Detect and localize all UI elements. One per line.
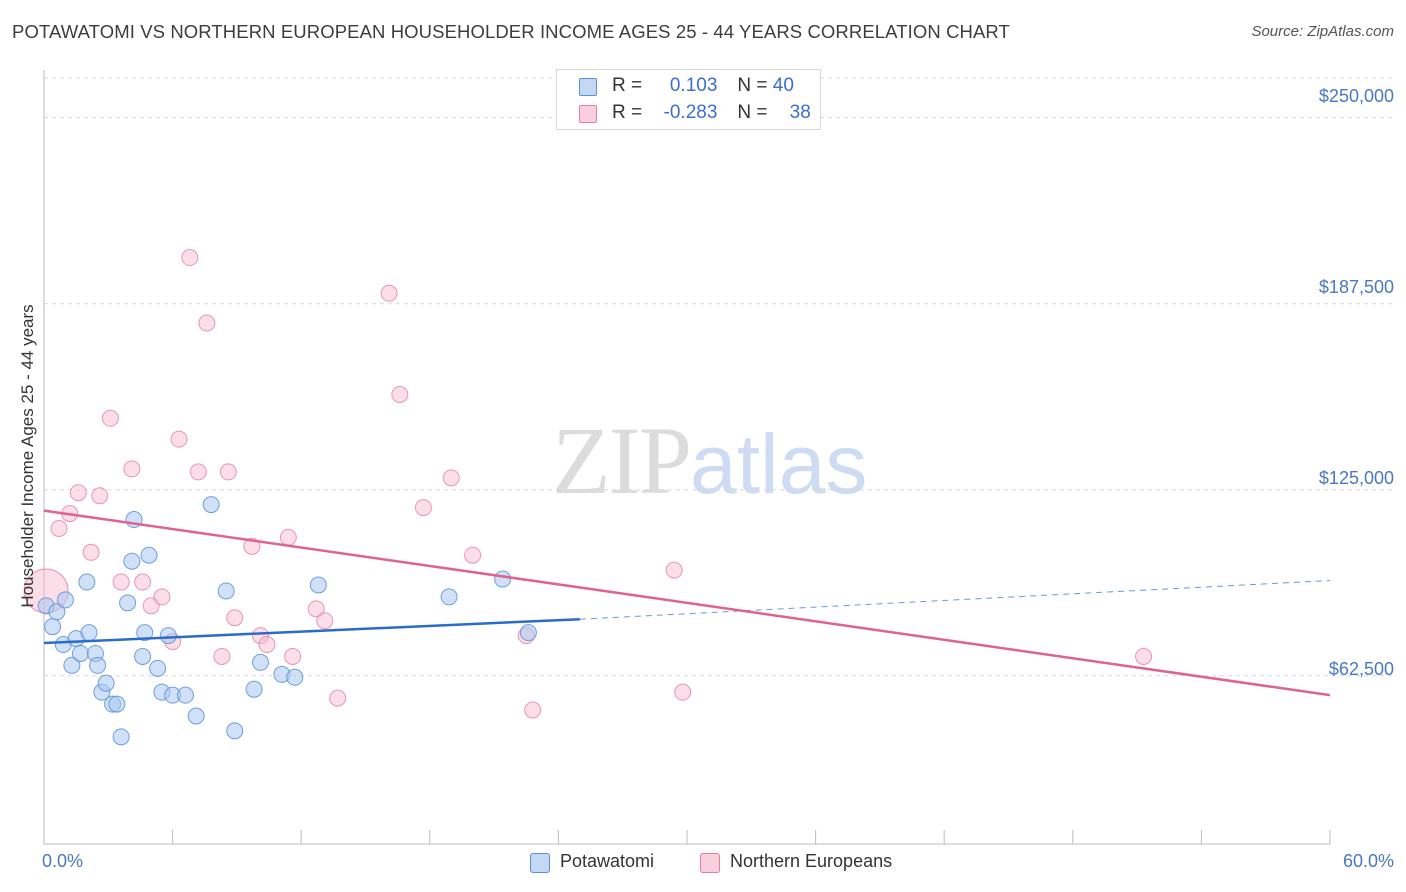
data-point-potawatomi <box>159 627 177 645</box>
data-point-northern-europeans <box>243 537 261 555</box>
legend-n-value: 40 <box>772 75 794 96</box>
data-point-northern-europeans <box>82 543 100 561</box>
legend-n-label: N = <box>737 102 768 123</box>
data-point-northern-europeans <box>198 314 216 332</box>
data-point-northern-europeans <box>665 561 683 579</box>
legend-swatch-blue <box>579 78 597 96</box>
legend-n-label: N = <box>737 75 768 96</box>
data-point-potawatomi <box>136 624 154 642</box>
data-point-northern-europeans <box>134 573 152 591</box>
data-point-northern-europeans <box>251 627 269 645</box>
data-point-potawatomi <box>56 591 74 609</box>
chart-title: POTAWATOMI VS NORTHERN EUROPEAN HOUSEHOL… <box>12 21 1010 42</box>
data-point-northern-europeans <box>170 430 188 448</box>
data-point-northern-europeans <box>123 460 141 478</box>
data-point-potawatomi <box>217 582 235 600</box>
trendline-potawatomi-extension <box>579 580 1331 620</box>
data-point-potawatomi <box>89 656 107 674</box>
bottom-legend-label: Potawatomi <box>560 851 655 871</box>
legend-r-label: R = <box>612 75 643 96</box>
data-point-northern-europeans <box>329 689 347 707</box>
data-point-northern-europeans <box>69 484 87 502</box>
data-point-northern-europeans <box>112 573 130 591</box>
correlation-legend: R = 0.103 N = 40 R = -0.283 N = 38 <box>556 69 821 130</box>
trendline-northern-europeans <box>43 509 1331 697</box>
y-tick-label-187500: $187,500 <box>1318 277 1394 297</box>
data-point-potawatomi <box>286 668 304 686</box>
data-point-potawatomi <box>71 644 89 662</box>
trendline-potawatomi <box>43 617 580 645</box>
data-point-northern-europeans <box>316 612 334 630</box>
data-point-potawatomi <box>78 573 96 591</box>
data-point-northern-europeans <box>181 249 199 267</box>
data-point-northern-europeans <box>307 600 325 618</box>
data-point-northern-europeans <box>226 609 244 627</box>
y-tick-label-250000: $250,000 <box>1318 86 1394 106</box>
x-tick-label-min: 0.0% <box>42 851 84 871</box>
data-point-northern-europeans <box>153 588 171 606</box>
legend-n-value: 38 <box>789 102 811 123</box>
y-tick-label-62500: $62,500 <box>1328 659 1394 679</box>
data-point-northern-europeans <box>442 469 460 487</box>
data-point-potawatomi <box>108 695 126 713</box>
data-point-northern-europeans <box>380 284 398 302</box>
data-point-potawatomi <box>149 659 167 677</box>
data-point-potawatomi <box>202 496 220 514</box>
data-point-potawatomi <box>63 656 81 674</box>
data-point-northern-europeans <box>189 463 207 481</box>
data-point-potawatomi <box>112 728 130 746</box>
data-point-potawatomi <box>494 570 512 588</box>
data-point-potawatomi <box>309 576 327 594</box>
data-point-potawatomi <box>176 686 194 704</box>
data-point-northern-europeans <box>101 409 119 427</box>
data-point-potawatomi <box>119 594 137 612</box>
bottom-legend-swatch-blue <box>530 853 550 873</box>
legend-r-label: R = <box>612 102 643 123</box>
data-point-potawatomi <box>519 624 537 642</box>
data-point-potawatomi <box>187 707 205 725</box>
data-point-northern-europeans <box>258 636 276 654</box>
bottom-legend-swatch-pink <box>700 853 720 873</box>
data-point-northern-europeans <box>391 385 409 403</box>
legend-r-value: 0.103 <box>669 75 718 96</box>
legend-swatch-pink <box>579 105 597 123</box>
data-point-northern-europeans <box>279 528 297 546</box>
data-point-northern-europeans <box>414 499 432 517</box>
data-point-potawatomi <box>80 624 98 642</box>
data-point-northern-europeans <box>91 487 109 505</box>
data-point-potawatomi <box>123 552 141 570</box>
data-point-northern-europeans <box>213 647 231 665</box>
bottom-legend-label: Northern Europeans <box>730 851 893 871</box>
data-point-northern-europeans <box>674 683 692 701</box>
data-point-potawatomi <box>440 588 458 606</box>
data-point-northern-europeans <box>1135 647 1153 665</box>
y-axis-label: Householder Income Ages 25 - 44 years <box>18 304 37 608</box>
y-tick-label-125000: $125,000 <box>1318 468 1394 488</box>
data-point-potawatomi <box>226 722 244 740</box>
x-tick-label-max: 60.0% <box>1342 851 1394 871</box>
data-point-potawatomi <box>251 653 269 671</box>
data-point-potawatomi <box>134 647 152 665</box>
data-point-potawatomi <box>44 618 62 636</box>
data-point-potawatomi <box>140 546 158 564</box>
data-point-potawatomi <box>97 674 115 692</box>
source-credit: Source: ZipAtlas.com <box>1251 23 1394 40</box>
data-point-potawatomi <box>245 680 263 698</box>
data-point-northern-europeans <box>464 546 482 564</box>
data-point-northern-europeans <box>524 701 542 719</box>
legend-r-value: -0.283 <box>663 102 718 123</box>
data-point-potawatomi <box>48 603 66 621</box>
data-point-northern-europeans <box>50 519 68 537</box>
data-point-northern-europeans <box>284 647 302 665</box>
data-point-northern-europeans <box>219 463 237 481</box>
